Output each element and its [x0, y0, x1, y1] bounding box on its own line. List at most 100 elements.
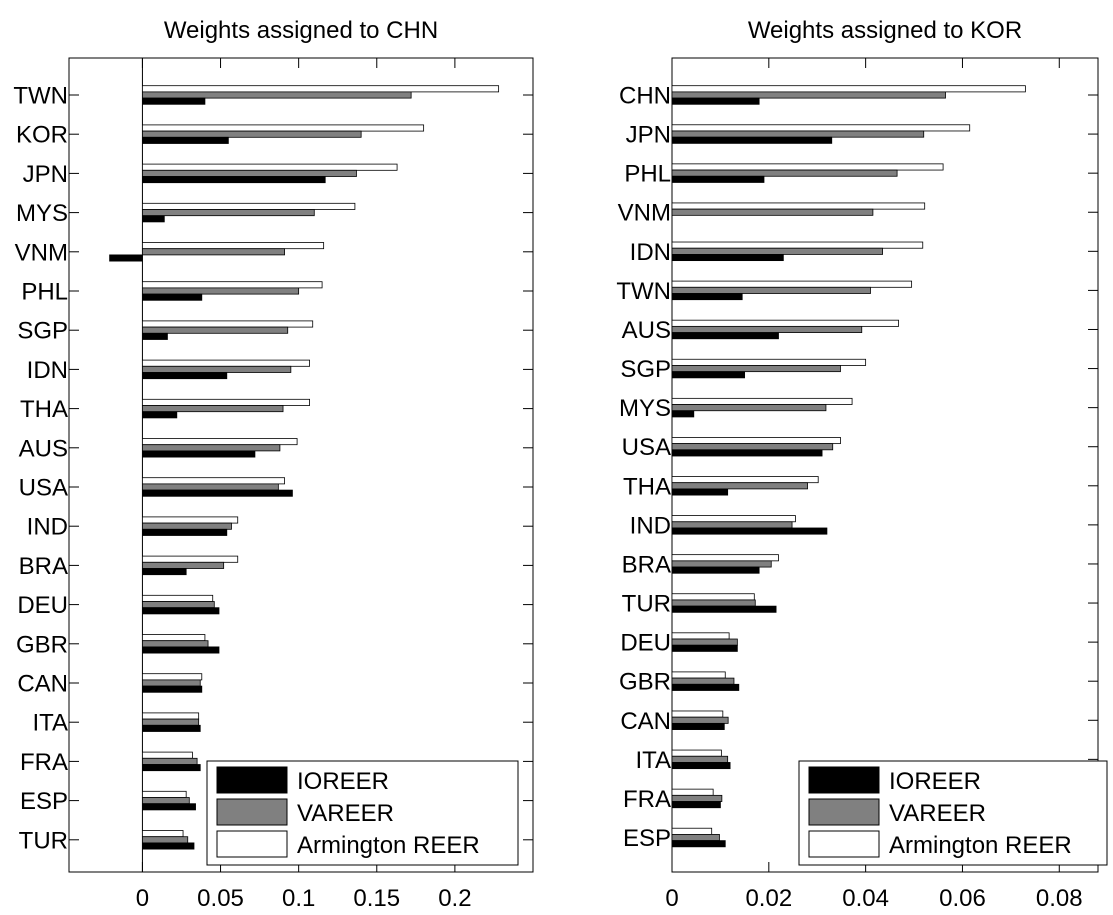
bar-ioreer [671, 293, 743, 301]
legend: IOREER VAREER Armington REER [206, 760, 519, 866]
chart-title: Weights assigned to KOR [748, 17, 1022, 44]
category-label: VNM [15, 239, 68, 266]
bar-vareer [671, 755, 729, 763]
bar-ioreer [142, 136, 229, 144]
bar-ioreer [142, 215, 165, 223]
bar-armington-reer [671, 749, 722, 757]
bar-armington-reer [671, 85, 1026, 93]
category-label: DEU [620, 630, 671, 657]
category-label: PHL [21, 279, 68, 306]
bar-armington-reer [142, 555, 239, 563]
bar-ioreer [142, 724, 201, 732]
bar-ioreer [671, 527, 828, 535]
category-label: USA [19, 475, 68, 502]
category-label: FRA [20, 749, 68, 776]
bar-vareer [142, 522, 232, 530]
category-label: SGP [17, 318, 68, 345]
bar-armington-reer [671, 437, 841, 445]
bar-armington-reer [671, 710, 724, 718]
bar-armington-reer [671, 476, 819, 484]
legend-swatch-armington-reer [808, 830, 880, 858]
bar-armington-reer [671, 202, 926, 210]
category-label: THA [20, 396, 68, 423]
bar-vareer [671, 130, 925, 138]
bar-ioreer [142, 803, 196, 811]
bar-armington-reer [671, 554, 779, 562]
x-tick-label: 0.08 [1036, 885, 1083, 912]
category-label: TUR [19, 827, 68, 854]
x-tick-label: 0.2 [438, 885, 471, 912]
bar-vareer [142, 679, 201, 687]
bar-vareer [671, 169, 898, 177]
bar-armington-reer [671, 827, 713, 835]
bar-vareer [671, 482, 808, 490]
bar-armington-reer [142, 320, 314, 328]
category-label: IND [27, 514, 68, 541]
bar-vareer [671, 208, 874, 216]
bar-vareer [671, 443, 834, 451]
bar-ioreer [671, 488, 729, 496]
category-label: DEU [17, 592, 68, 619]
bar-armington-reer [142, 712, 200, 720]
bar-ioreer [671, 175, 765, 183]
bar-vareer [142, 757, 198, 765]
bar-ioreer [671, 566, 760, 574]
bar-armington-reer [142, 202, 356, 210]
bar-armington-reer [671, 280, 913, 288]
bar-ioreer [671, 840, 726, 848]
bar-vareer [142, 444, 281, 452]
category-label: IDN [630, 239, 671, 266]
bar-ioreer [671, 683, 740, 691]
bar-armington-reer [142, 477, 285, 485]
bar-vareer [671, 286, 871, 294]
bar-armington-reer [142, 516, 239, 524]
bar-vareer [142, 209, 315, 217]
bar-vareer [671, 560, 772, 568]
bar-vareer [142, 91, 412, 99]
bar-vareer [142, 326, 289, 334]
bar-armington-reer [142, 281, 323, 289]
bar-vareer [671, 91, 946, 99]
category-label: JPN [626, 122, 671, 149]
bar-armington-reer [142, 359, 310, 367]
category-label: ITA [32, 710, 68, 737]
bar-vareer [142, 836, 189, 844]
bar-ioreer [671, 97, 760, 105]
category-label: TWN [616, 278, 671, 305]
bar-armington-reer [142, 673, 203, 681]
x-tick-label: 0.15 [353, 885, 400, 912]
legend-label: Armington REER [297, 832, 480, 859]
category-label: JPN [23, 161, 68, 188]
category-label: MYS [16, 200, 68, 227]
x-tick-label: 0.02 [745, 885, 792, 912]
bar-armington-reer [142, 398, 310, 406]
axes-frame [68, 57, 534, 873]
axes-frame [671, 57, 1099, 873]
bar-armington-reer [671, 671, 726, 679]
category-label: MYS [619, 395, 671, 422]
bar-ioreer [142, 764, 201, 772]
category-label: AUS [622, 317, 671, 344]
bar-vareer [142, 601, 215, 609]
bar-armington-reer [671, 397, 853, 405]
bar-armington-reer [671, 241, 924, 249]
bar-vareer [142, 483, 279, 491]
bar-vareer [142, 169, 357, 177]
bar-vareer [671, 794, 723, 802]
bar-armington-reer [671, 319, 899, 327]
bar-armington-reer [671, 788, 714, 796]
category-label: USA [622, 434, 671, 461]
bar-ioreer [142, 646, 220, 654]
bar-ioreer [109, 254, 143, 262]
bar-vareer [142, 365, 292, 373]
x-tick-label: 0 [665, 885, 678, 912]
category-label: CHN [619, 83, 671, 110]
category-label: KOR [16, 122, 68, 149]
category-label: CAN [17, 671, 68, 698]
bar-armington-reer [671, 358, 867, 366]
bar-armington-reer [671, 163, 944, 171]
bar-armington-reer [142, 163, 398, 171]
category-label: SGP [620, 356, 671, 383]
